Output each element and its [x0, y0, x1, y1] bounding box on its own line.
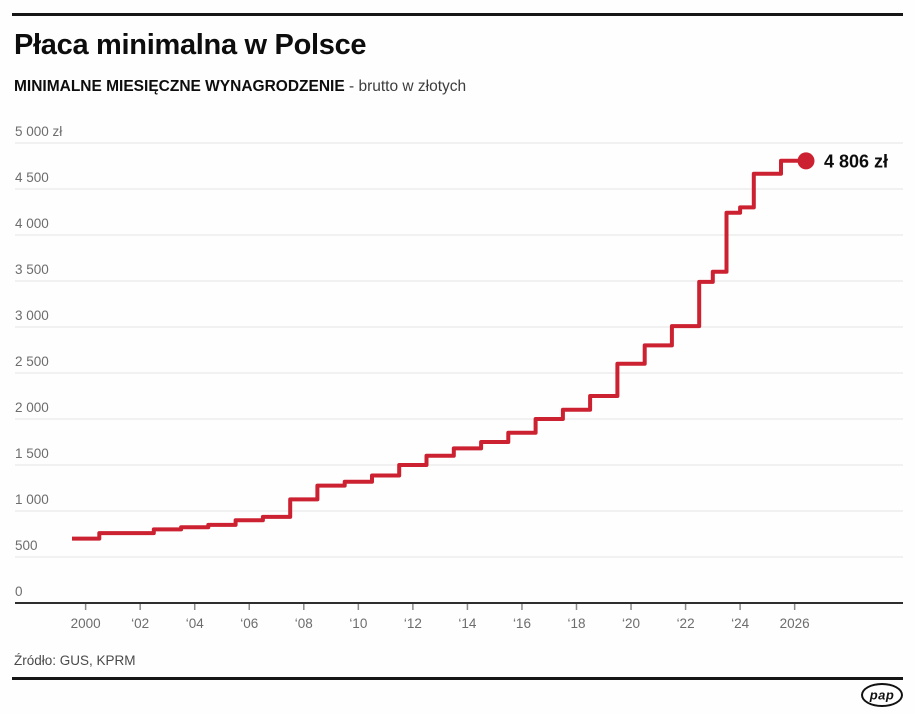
wage-step-line [72, 158, 806, 541]
y-axis-label: 3 500 [15, 262, 49, 277]
x-axis-label: ‘24 [731, 616, 750, 631]
y-axis-label: 500 [15, 538, 38, 553]
source-note: Źródło: GUS, KPRM [14, 653, 136, 668]
x-axis-label: ‘08 [295, 616, 313, 631]
x-axis-label: ‘22 [677, 616, 695, 631]
y-axis-label: 2 000 [15, 400, 49, 415]
end-value-label: 4 806 zł [824, 151, 888, 171]
subtitle-unit-label: - brutto w złotych [344, 78, 467, 95]
end-point-marker [797, 152, 815, 170]
x-axis-label: ‘06 [240, 616, 258, 631]
y-axis-label: 0 [15, 584, 23, 599]
x-axis-label: ‘12 [404, 616, 422, 631]
x-axis-label: ‘02 [131, 616, 149, 631]
x-axis-label: ‘18 [567, 616, 585, 631]
pap-logo: pap [861, 683, 903, 707]
x-axis-label: 2000 [71, 616, 101, 631]
y-axis-label: 4 000 [15, 216, 49, 231]
y-axis-label: 4 500 [15, 170, 49, 185]
top-divider [12, 13, 903, 16]
y-axis-label: 3 000 [15, 308, 49, 323]
y-axis-label: 1 500 [15, 446, 49, 461]
x-axis-label: ‘10 [349, 616, 367, 631]
subtitle-measure-label: MINIMALNE MIESIĘCZNE WYNAGRODZENIE [14, 78, 345, 95]
x-axis-label: ‘14 [458, 616, 477, 631]
x-axis-label: ‘04 [186, 616, 205, 631]
y-axis-label: 5 000 zł [15, 124, 62, 139]
x-axis-label: ‘20 [622, 616, 640, 631]
y-axis-label: 2 500 [15, 354, 49, 369]
bottom-divider [12, 677, 903, 680]
x-axis-label: 2026 [780, 616, 810, 631]
chart-subtitle: MINIMALNE MIESIĘCZNE WYNAGRODZENIE - bru… [14, 78, 466, 96]
x-axis-label: ‘16 [513, 616, 531, 631]
pap-logo-text: pap [869, 687, 895, 702]
y-axis-label: 1 000 [15, 492, 49, 507]
page-title: Płaca minimalna w Polsce [14, 29, 367, 61]
